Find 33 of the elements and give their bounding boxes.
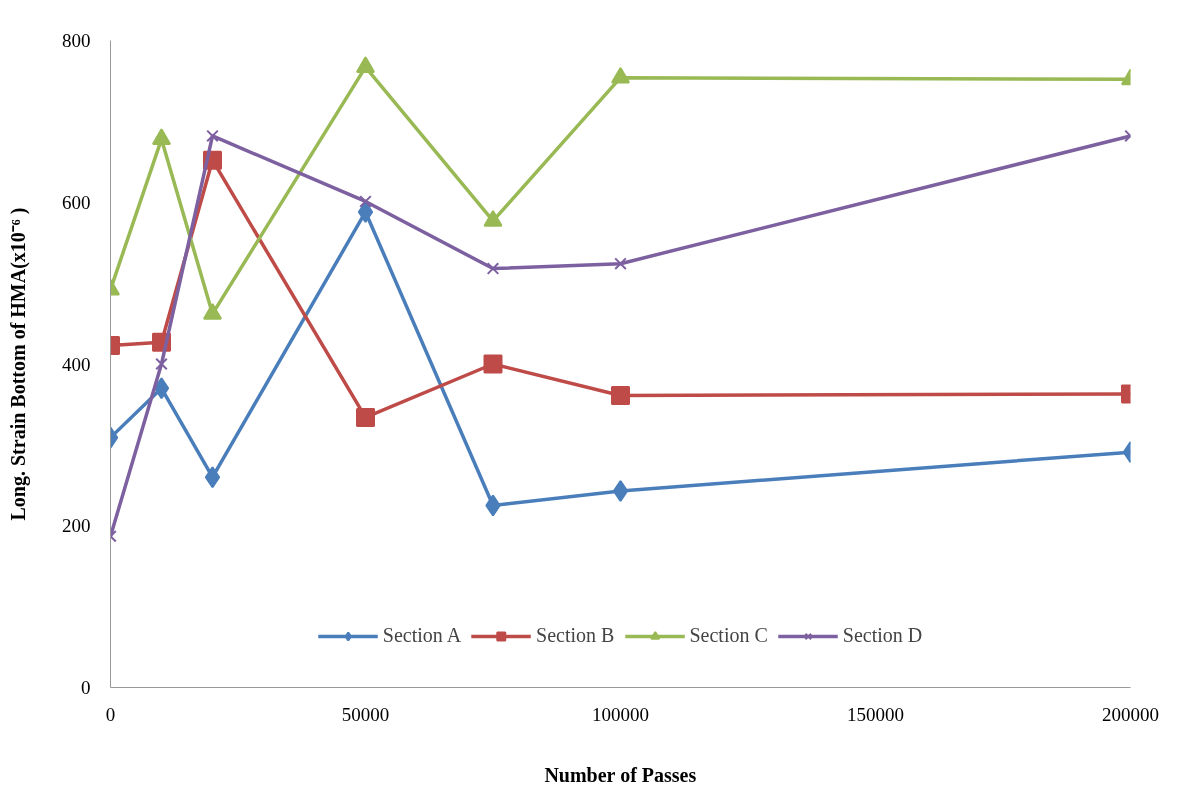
legend-label: Section B: [536, 624, 615, 647]
point: [153, 377, 170, 400]
point: [612, 479, 629, 502]
point: [357, 200, 374, 223]
point: [206, 129, 219, 143]
point: [356, 407, 375, 427]
legend-label: Section C: [689, 624, 768, 647]
y-tick-label: 600: [62, 191, 91, 213]
y-tick-label: 400: [62, 353, 91, 375]
point: [204, 466, 221, 489]
point: [486, 262, 500, 275]
x-tick-label: 0: [105, 703, 116, 725]
legend-label: Section D: [842, 624, 923, 647]
legend-label: Section A: [382, 624, 462, 647]
y-tick-label: 800: [62, 30, 91, 51]
x-tick-label: 100000: [592, 703, 649, 725]
y-tick-label: 0: [81, 677, 91, 698]
point: [356, 56, 375, 74]
y-axis-title: Long. Strain Bottom of HMA(x10⁻⁶ ): [7, 207, 30, 521]
x-tick-label: 50000: [341, 703, 390, 725]
point: [614, 257, 627, 271]
x-axis-title: Number of Passes: [544, 763, 697, 786]
point: [483, 354, 503, 374]
x-tick-label: 150000: [847, 703, 904, 725]
point: [359, 195, 372, 208]
point: [203, 303, 222, 320]
y-tick-label: 200: [62, 515, 91, 537]
point: [611, 66, 630, 84]
point: [483, 210, 503, 227]
point: [611, 386, 630, 406]
point: [155, 357, 168, 371]
point: [152, 128, 171, 146]
x-tick-label: 200000: [1102, 703, 1159, 725]
